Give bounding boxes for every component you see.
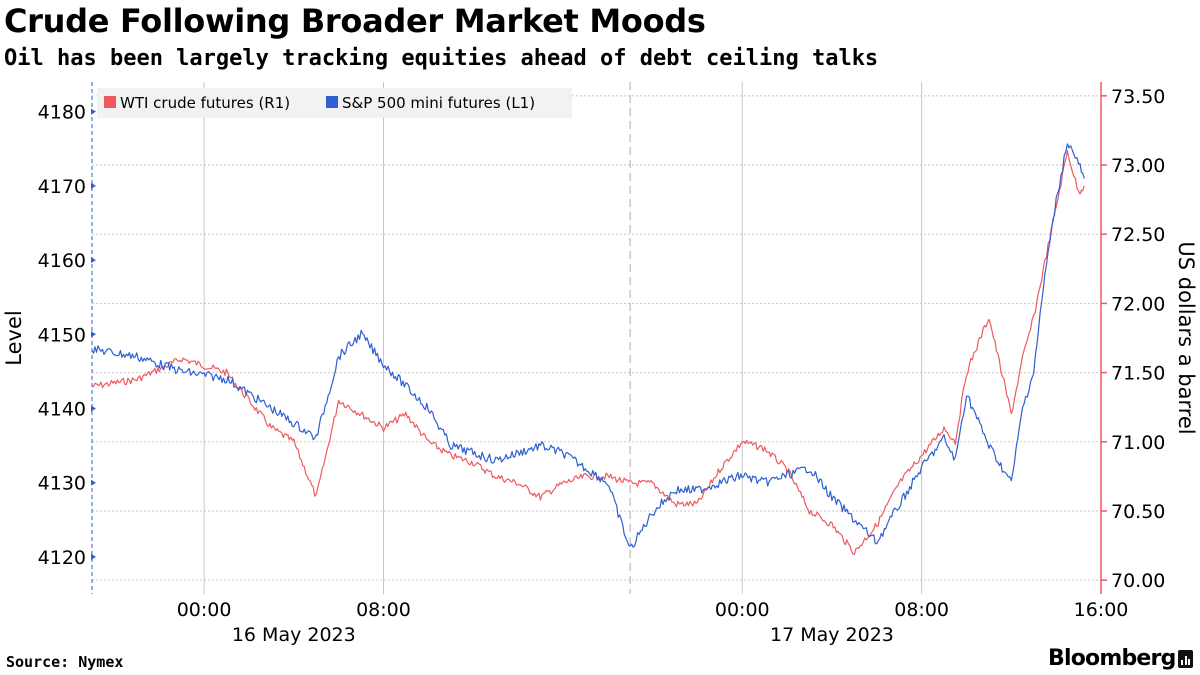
bloomberg-terminal-icon [1178,650,1193,668]
left-tick-label: 4150 [38,324,86,346]
left-tick [91,108,96,115]
series-lines [91,143,1085,555]
x-tick-label: 00:00 [715,599,770,621]
source-note: Source: Nymex [6,653,124,671]
chart-title: Crude Following Broader Market Moods [4,2,706,40]
x-tick-label: 16:00 [1074,599,1129,621]
legend: WTI crude futures (R1) S&P 500 mini futu… [104,94,535,112]
axes [91,82,1107,594]
left-tick [91,182,96,189]
grid-lines [92,82,1102,594]
left-tick [91,553,96,560]
legend-swatch-spx [326,96,338,108]
left-tick [91,405,96,412]
right-tick-label: 72.50 [1111,224,1165,246]
wti-series-line [91,150,1085,555]
x-date-label: 17 May 2023 [770,624,894,646]
left-tick [91,479,96,486]
x-tick-label: 08:00 [356,599,411,621]
left-tick [91,257,96,264]
right-tick-label: 70.50 [1111,501,1165,523]
bloomberg-logo: Bloomberg [1048,646,1176,671]
left-tick-label: 4120 [38,547,86,569]
left-tick-label: 4180 [38,102,86,124]
right-axis-title: US dollars a barrel [1174,241,1198,434]
legend-swatch-wti [104,96,116,108]
right-tick-label: 71.50 [1111,363,1165,385]
legend-label-wti: WTI crude futures (R1) [120,94,290,112]
right-tick-label: 73.00 [1111,155,1165,177]
left-tick-label: 4140 [38,398,86,420]
left-tick-label: 4130 [38,473,86,495]
left-tick-label: 4160 [38,250,86,272]
left-axis-title: Level [2,310,26,365]
chart-subtitle: Oil has been largely tracking equities a… [4,46,879,71]
right-tick-label: 73.50 [1111,86,1165,108]
x-date-label: 16 May 2023 [232,624,356,646]
legend-label-spx: S&P 500 mini futures (L1) [342,94,535,112]
right-tick-label: 70.00 [1111,570,1165,592]
left-tick [91,331,96,338]
left-tick-label: 4170 [38,176,86,198]
x-tick-label: 08:00 [894,599,949,621]
x-tick-label: 00:00 [177,599,232,621]
right-tick-label: 72.00 [1111,293,1165,315]
right-tick-label: 71.00 [1111,432,1165,454]
spx-series-line [91,143,1085,548]
axis-labels: Level US dollars a barrel 70.00 70.50 71.0… [2,86,1198,646]
